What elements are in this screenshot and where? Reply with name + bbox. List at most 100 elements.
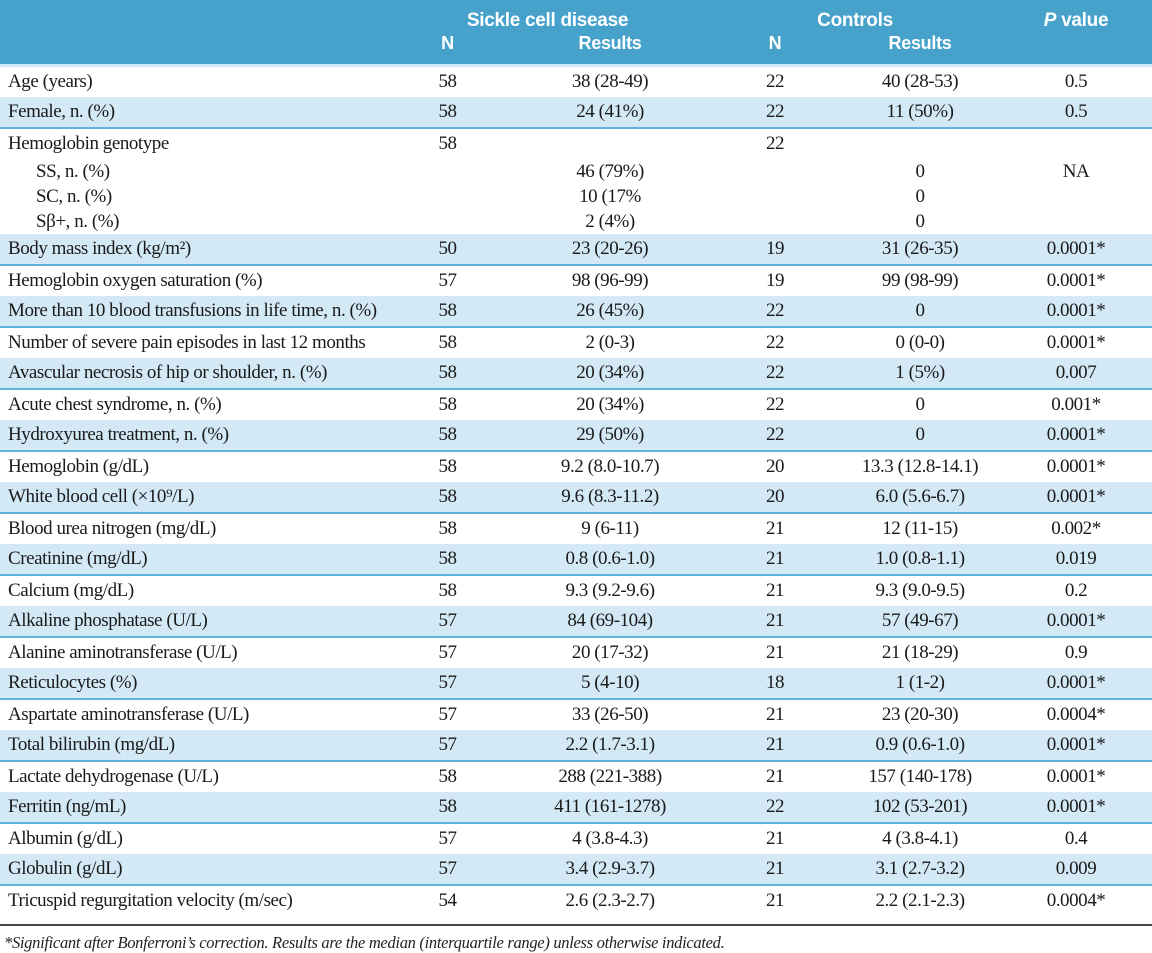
row-label: Creatinine (mg/dL) [0, 544, 385, 576]
table-body: Age (years) 58 38 (28-49) 22 40 (28-53) 0.5 Fe… [0, 66, 1152, 917]
cell-r1: 20 (34%) [510, 358, 711, 390]
table-row: Number of severe pain episodes in last 1… [0, 327, 1152, 358]
cell-p: 0.0004* [1046, 704, 1106, 725]
cell-n1: 57 [438, 828, 457, 849]
cell-r1: 2 (0-3) [585, 332, 635, 353]
header-spacer [1000, 33, 1152, 67]
row-label: SC, n. (%) [36, 185, 112, 207]
cell-n2: 22 [765, 71, 785, 92]
row-label: Ferritin (ng/mL) [0, 792, 385, 824]
cell-n2: 22 [710, 792, 841, 824]
cell-r2 [840, 128, 1000, 159]
row-label: Hemoglobin (g/dL) [8, 456, 149, 477]
table-row: Blood urea nitrogen (mg/dL) 58 9 (6-11) 21 1… [0, 513, 1152, 544]
cell-p: 0.0001* [1000, 792, 1152, 824]
row-label: More than 10 blood transfusions in life … [0, 296, 385, 328]
cell-p: 0.007 [1000, 358, 1152, 390]
cell-n2: 22 [765, 332, 785, 353]
header-group-controls: Controls [710, 0, 1001, 33]
cell-p: 0.0001* [1000, 730, 1152, 762]
table-row: Ferritin (ng/mL) 58 411 (161-1278) 22 102 (5… [0, 792, 1152, 824]
header-col-n-sickle: N [385, 33, 510, 67]
table-row: Age (years) 58 38 (28-49) 22 40 (28-53) 0.5 [0, 66, 1152, 98]
cell-n2: 22 [710, 296, 841, 328]
row-label: Calcium (mg/dL) [8, 580, 134, 601]
cell-r2: 23 (20-30) [881, 704, 959, 725]
row-label: Body mass index (kg/m²) [0, 234, 385, 266]
cell-p [1000, 184, 1152, 209]
cell-p: 0.0001* [1000, 482, 1152, 514]
cell-n1: 58 [438, 394, 457, 415]
cell-r2: 1.0 (0.8-1.1) [840, 544, 1001, 576]
table-row: Acute chest syndrome, n. (%) 58 20 (34%) 22… [0, 389, 1152, 420]
cell-r1: 20 (17-32) [571, 642, 649, 663]
cell-n1: 50 [385, 234, 510, 266]
cell-r2: 40 (28-53) [881, 71, 959, 92]
table-row: Globulin (g/dL) 57 3.4 (2.9-3.7) 21 3.1 (2.7… [0, 854, 1152, 886]
cell-n2: 22 [710, 358, 841, 390]
cell-n2 [710, 209, 840, 234]
cell-p: 0.2 [1064, 580, 1088, 601]
cell-r1: 38 (28-49) [571, 71, 649, 92]
table-row: Body mass index (kg/m²) 50 23 (20-26) 19 31 … [0, 234, 1152, 266]
cell-n2: 21 [765, 828, 785, 849]
cell-r1: 0.8 (0.6-1.0) [510, 544, 711, 576]
table-row: Creatinine (mg/dL) 58 0.8 (0.6-1.0) 21 1.0 (… [0, 544, 1152, 576]
row-label: Reticulocytes (%) [0, 668, 385, 700]
cell-n2: 19 [710, 234, 841, 266]
cell-r2: 11 (50%) [840, 97, 1001, 129]
row-label: White blood cell (×10⁹/L) [0, 482, 385, 514]
table-row: Hydroxyurea treatment, n. (%) 58 29 (50%) 2… [0, 420, 1152, 452]
cell-p: 0.5 [1064, 71, 1088, 92]
cell-n2: 21 [765, 890, 785, 911]
cell-r2: 1 (5%) [840, 358, 1001, 390]
cell-r2: 21 (18-29) [881, 642, 959, 663]
cell-n1: 58 [385, 482, 510, 514]
cell-p: 0.001* [1051, 394, 1101, 415]
cell-n1: 58 [385, 358, 510, 390]
cell-p: NA [1062, 160, 1090, 182]
cell-r1: 29 (50%) [510, 420, 711, 452]
cell-r1: 9 (6-11) [581, 518, 639, 539]
cell-r2: 157 (140-178) [868, 766, 972, 787]
cell-n2: 21 [765, 518, 785, 539]
cell-n1: 57 [438, 642, 457, 663]
cell-r1: 2.6 (2.3-2.7) [565, 890, 655, 911]
header-spacer [0, 33, 385, 67]
cell-r1: 9.6 (8.3-11.2) [510, 482, 711, 514]
cell-r2: 0 [915, 394, 925, 415]
table-header: Sickle cell disease Controls P value N R… [0, 0, 1152, 67]
cell-n2 [710, 159, 840, 184]
cell-n2: 19 [765, 270, 785, 291]
cell-n2: 20 [765, 456, 785, 477]
table-row: Lactate dehydrogenase (U/L) 58 288 (221-38… [0, 761, 1152, 792]
cell-n1: 54 [438, 890, 457, 911]
cell-p: 0.019 [1000, 544, 1152, 576]
row-label: Globulin (g/dL) [0, 854, 385, 886]
header-group-row: Sickle cell disease Controls P value [0, 0, 1152, 33]
cell-p: 0.0001* [1000, 606, 1152, 638]
cell-p: 0.4 [1064, 828, 1088, 849]
cell-r1: 20 (34%) [576, 394, 644, 415]
cell-n1 [385, 184, 510, 209]
cell-r1: 46 (79%) [576, 160, 644, 182]
cell-n1: 58 [385, 296, 510, 328]
table-row: Sβ+, n. (%) 2 (4%) 0 [0, 209, 1152, 234]
cell-n2: 22 [765, 394, 785, 415]
cell-n2: 21 [710, 854, 841, 886]
cell-r1: 26 (45%) [510, 296, 711, 328]
cell-n1: 58 [438, 332, 457, 353]
cell-r2: 12 (11-15) [882, 518, 958, 539]
cell-r2: 4 (3.8-4.1) [882, 828, 958, 849]
cell-r2: 3.1 (2.7-3.2) [840, 854, 1001, 886]
table-row: SS, n. (%) 46 (79%) 0 NA [0, 159, 1152, 184]
cell-r1: 411 (161-1278) [510, 792, 711, 824]
cell-n1: 58 [385, 420, 510, 452]
row-label: Blood urea nitrogen (mg/dL) [8, 518, 216, 539]
cell-n2: 21 [710, 730, 841, 762]
row-label: Alkaline phosphatase (U/L) [0, 606, 385, 638]
cell-n2: 21 [765, 704, 785, 725]
cell-n1: 57 [385, 730, 510, 762]
cell-r1: 9.3 (9.2-9.6) [565, 580, 655, 601]
cell-r1: 98 (96-99) [571, 270, 649, 291]
